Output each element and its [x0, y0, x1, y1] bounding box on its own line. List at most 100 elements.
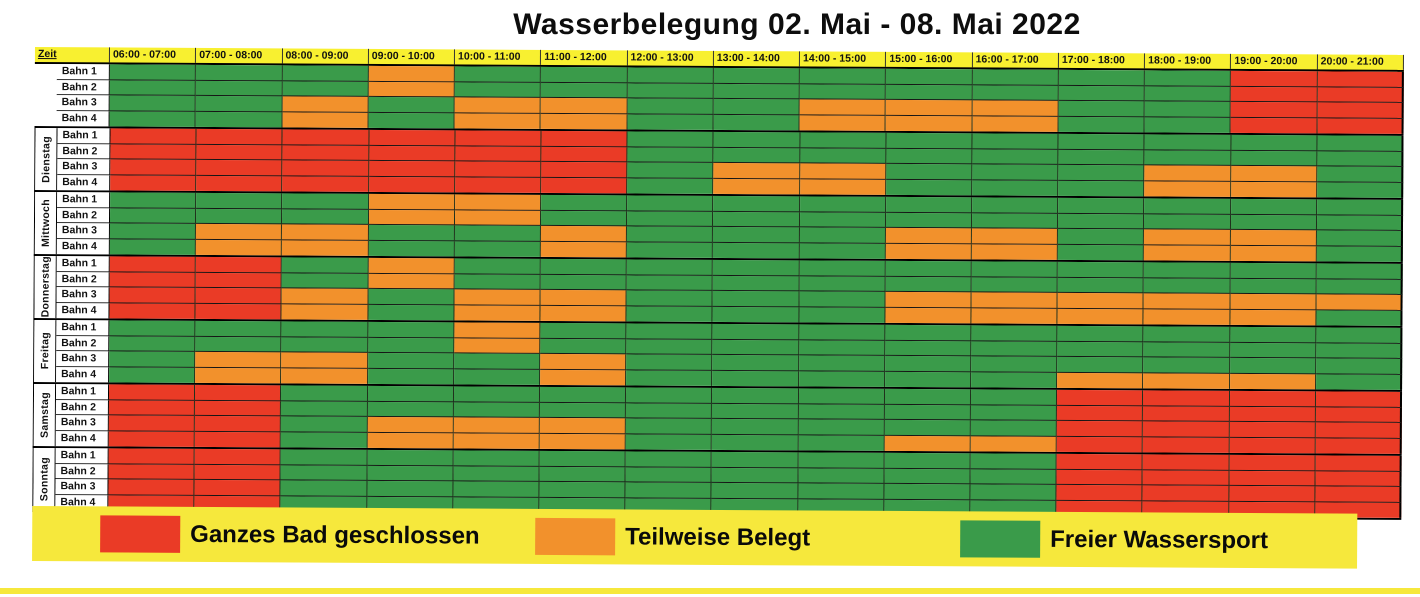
slot-cell: [369, 129, 456, 146]
slot-cell: [1058, 197, 1145, 214]
slot-cell: [885, 115, 973, 132]
slot-cell: [109, 366, 196, 383]
slot-cell: [1144, 85, 1232, 102]
day-block: Bahn 1 Bahn 2 Bahn 3 Bahn 4: [34, 63, 1404, 134]
slot-cell: [1058, 133, 1145, 150]
slot-cell: [1143, 308, 1231, 325]
lane-label: Bahn 2: [56, 79, 110, 96]
slot-cell: [1230, 117, 1318, 134]
slot-cell: [1317, 86, 1404, 103]
time-slot-header: 17:00 - 18:00: [1058, 52, 1146, 69]
slot-cell: [367, 449, 454, 466]
slot-cell: [1316, 181, 1404, 198]
slot-cell: [1056, 484, 1143, 501]
slot-cell: [712, 370, 799, 387]
slot-cell: [281, 431, 368, 448]
slot-cell: [1316, 245, 1403, 262]
slot-cell: [109, 95, 196, 112]
slot-cell: [108, 479, 195, 496]
slot-cell: [367, 385, 454, 402]
slot-cell: [280, 449, 368, 466]
slot-cell: [1316, 214, 1404, 231]
slot-cell: [713, 242, 800, 259]
slot-cell: [799, 291, 886, 308]
slot-cell: [1142, 454, 1230, 471]
slot-cell: [972, 148, 1059, 165]
slot-cell: [281, 416, 368, 433]
slot-cell: [367, 321, 455, 338]
slot-cell: [799, 227, 886, 244]
slot-cell: [1143, 390, 1230, 407]
legend-bar: Ganzes Bad geschlossen Teilweise Belegt …: [32, 505, 1358, 569]
slot-cell: [798, 452, 885, 469]
slot-cell: [799, 147, 887, 164]
slot-cell: [109, 207, 197, 224]
slot-cell: [627, 226, 714, 243]
slot-cell: [195, 111, 283, 128]
slot-cell: [799, 99, 887, 116]
slot-cell: [1143, 421, 1230, 438]
slot-cell: [1056, 420, 1144, 437]
slot-cell: [1057, 372, 1144, 389]
slot-cell: [368, 81, 455, 98]
slot-cell: [368, 273, 455, 290]
slot-cell: [454, 66, 542, 83]
slot-cell: [368, 112, 455, 129]
page-bottom-strip: [0, 588, 1420, 594]
slot-cell: [368, 209, 455, 226]
slot-cell: [885, 276, 972, 293]
slot-cell: [1143, 436, 1230, 453]
slot-cell: [1317, 71, 1404, 88]
slot-cell: [884, 404, 971, 421]
slot-cell: [798, 419, 885, 436]
slot-cell: [196, 128, 283, 145]
slot-cell: [970, 404, 1058, 421]
slot-cell: [799, 114, 887, 131]
slot-cell: [196, 64, 283, 81]
schedule-table: Zeit 06:00 - 07:00 07:00 - 08:00 08:00 - 09…: [32, 47, 1404, 520]
slot-cell: [627, 177, 714, 194]
slot-cell: [454, 97, 542, 114]
slot-cell: [1144, 149, 1232, 166]
slot-cell: [884, 452, 971, 469]
slot-cell: [627, 146, 714, 163]
slot-cell: [453, 417, 540, 434]
slot-cell: [1058, 180, 1145, 197]
time-slot-header: 19:00 - 20:00: [1231, 53, 1318, 70]
slot-cell: [453, 481, 540, 498]
lane-label: Bahn 1: [55, 384, 110, 400]
slot-cell: [453, 465, 540, 482]
slot-cell: [281, 288, 369, 305]
slot-cell: [1143, 326, 1231, 343]
slot-cell: [799, 178, 887, 195]
slot-cell: [1144, 165, 1231, 182]
slot-cell: [970, 468, 1057, 485]
slot-cell: [884, 483, 971, 500]
legend-label-closed: Ganzes Bad geschlossen: [190, 520, 480, 550]
slot-cell: [1144, 101, 1232, 118]
slot-cell: [282, 175, 369, 192]
time-slot-header: 13:00 - 14:00: [713, 50, 801, 67]
lane-label: Bahn 1: [56, 256, 110, 272]
slot-cell: [799, 211, 886, 228]
time-slot-header: 11:00 - 12:00: [541, 49, 628, 66]
slot-cell: [368, 257, 455, 274]
slot-cell: [799, 83, 887, 100]
slot-cell: [886, 163, 973, 180]
slot-cell: [885, 340, 972, 357]
slot-cell: [713, 98, 800, 115]
slot-cell: [713, 226, 800, 243]
slot-cell: [1144, 116, 1232, 133]
slot-cell: [1056, 436, 1144, 453]
slot-cell: [281, 400, 368, 417]
slot-cell: [539, 417, 627, 434]
slot-cell: [1229, 470, 1316, 487]
slot-cell: [971, 325, 1058, 342]
day-block: Samstag Bahn 1 Bahn 2 Bahn 3 Bahn 4: [32, 381, 1403, 454]
slot-cell: [540, 305, 627, 322]
lane-label: Bahn 3: [56, 287, 110, 303]
slot-cell: [109, 271, 196, 288]
slot-cell: [1144, 198, 1231, 215]
slot-cell: [368, 145, 456, 162]
slot-cell: [971, 261, 1058, 278]
